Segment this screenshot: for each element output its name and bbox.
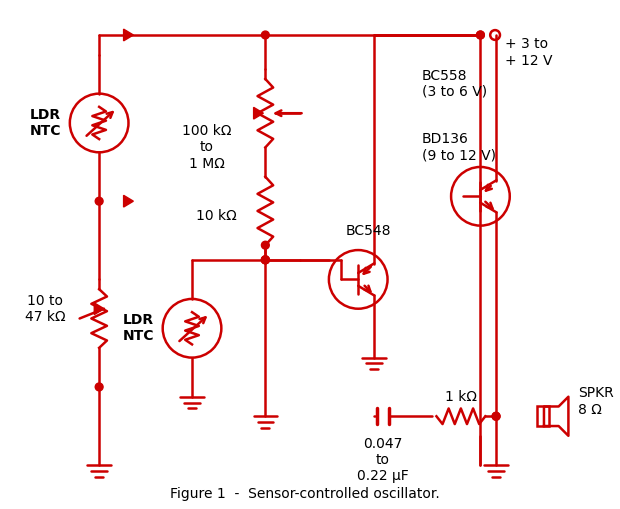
Circle shape bbox=[477, 31, 484, 39]
Text: LDR
NTC: LDR NTC bbox=[30, 108, 61, 138]
Circle shape bbox=[262, 256, 269, 264]
Circle shape bbox=[95, 197, 103, 205]
Circle shape bbox=[477, 31, 484, 39]
Circle shape bbox=[492, 412, 500, 420]
Circle shape bbox=[262, 241, 269, 249]
Polygon shape bbox=[254, 107, 264, 119]
Text: 100 kΩ
to
1 MΩ: 100 kΩ to 1 MΩ bbox=[182, 124, 231, 171]
Circle shape bbox=[95, 383, 103, 391]
Text: BD136
(9 to 12 V): BD136 (9 to 12 V) bbox=[422, 132, 496, 162]
Text: 1 kΩ: 1 kΩ bbox=[445, 390, 477, 404]
Text: 10 kΩ: 10 kΩ bbox=[196, 209, 237, 223]
Bar bbox=[537, 407, 549, 426]
Polygon shape bbox=[94, 303, 104, 315]
Text: 10 to
47 kΩ: 10 to 47 kΩ bbox=[25, 294, 66, 324]
Circle shape bbox=[262, 31, 269, 39]
Text: 0.047
to
0.22 µF: 0.047 to 0.22 µF bbox=[356, 437, 409, 484]
Text: + 3 to
+ 12 V: + 3 to + 12 V bbox=[505, 38, 552, 68]
Text: Figure 1  -  Sensor-controlled oscillator.: Figure 1 - Sensor-controlled oscillator. bbox=[170, 488, 440, 501]
Circle shape bbox=[262, 256, 269, 264]
Circle shape bbox=[492, 412, 500, 420]
Text: BC558
(3 to 6 V): BC558 (3 to 6 V) bbox=[422, 69, 487, 99]
Text: LDR
NTC: LDR NTC bbox=[123, 313, 154, 344]
Text: BC548: BC548 bbox=[345, 223, 391, 238]
Circle shape bbox=[262, 256, 269, 264]
Polygon shape bbox=[123, 195, 133, 207]
Polygon shape bbox=[123, 29, 133, 41]
Text: SPKR
8 Ω: SPKR 8 Ω bbox=[578, 386, 614, 417]
